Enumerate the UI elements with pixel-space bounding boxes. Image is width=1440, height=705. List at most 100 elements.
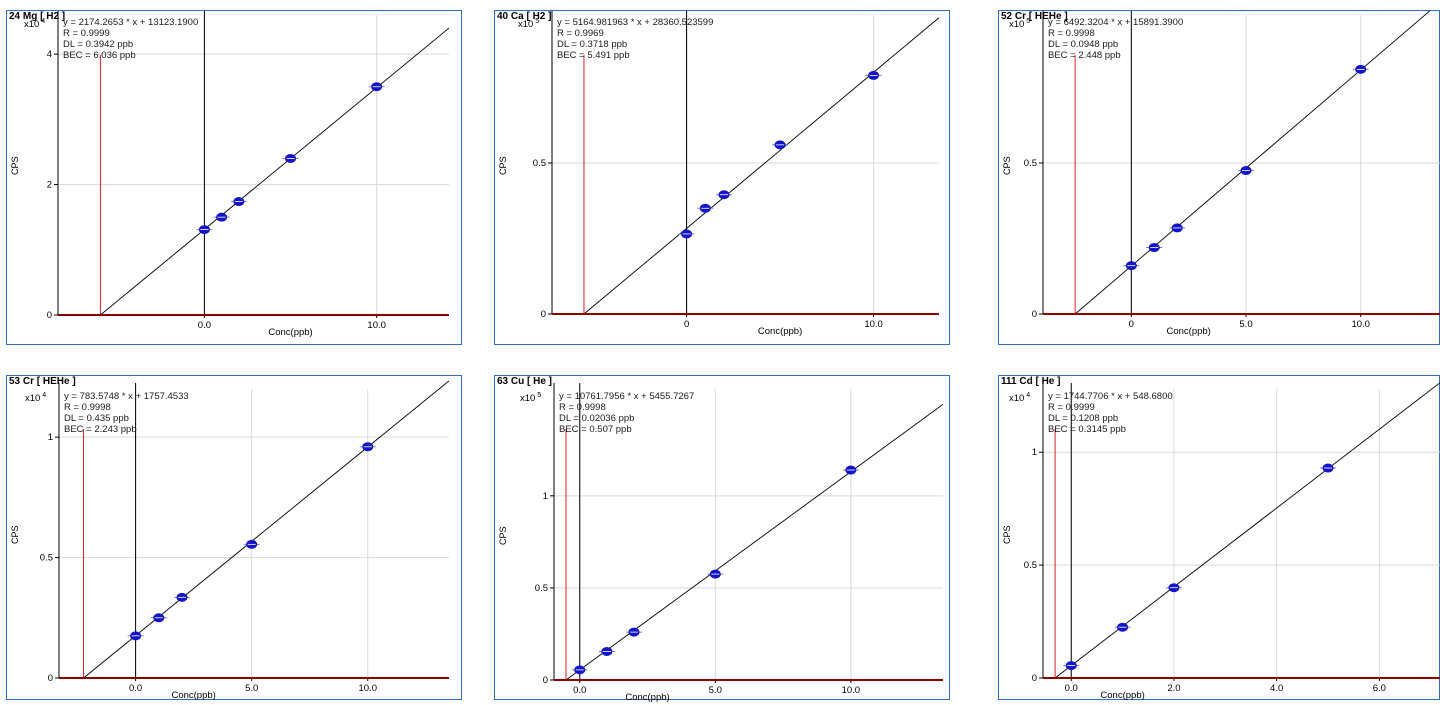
- r-value: R = 0.9999: [1048, 402, 1095, 413]
- x-axis-label: Conc(ppb): [171, 690, 216, 701]
- axis-multiplier: x10 5: [1009, 18, 1030, 30]
- chart-title: 53 Cr [ HEHe ]: [9, 376, 76, 387]
- chart-title: 63 Cu [ He ]: [497, 376, 553, 387]
- bec-value: BEC = 2.243 ppb: [64, 424, 137, 435]
- detection-limit: DL = 0.3718 ppb: [557, 39, 628, 50]
- equation-text: y = 1744.7706 * x + 548.6800: [1048, 391, 1173, 402]
- calibration-panel: 0 2 4 0.0 10.0 24 Mg [ H2 ] x10 4 y = 2174.2653…: [6, 10, 462, 345]
- y-axis-label: CPS: [10, 524, 20, 544]
- multiplier-base: x10: [1009, 393, 1025, 404]
- y-tick-label: 0: [543, 675, 548, 686]
- x-tick-label: 0: [1129, 319, 1134, 330]
- x-tick-label: 4.0: [1270, 683, 1283, 694]
- equation-text: y = 5164.981963 * x + 28360.523599: [557, 17, 714, 28]
- chart-svg: 0 2 4 0.0 10.0: [47, 11, 449, 331]
- x-tick-label: 5.0: [709, 685, 722, 696]
- multiplier-exponent: 4: [39, 18, 46, 25]
- multiplier-base: x10: [1009, 19, 1025, 30]
- chart-svg: 0 0.5 1 0.0 2.0 4.0 6.0: [1024, 382, 1440, 694]
- y-tick-label: 0.5: [533, 158, 546, 169]
- regression-line: [583, 17, 939, 314]
- regression-line: [100, 27, 449, 315]
- x-tick-label: 10.0: [359, 683, 378, 694]
- axis-multiplier: x10 4: [1009, 392, 1030, 404]
- y-tick-label: 0: [541, 309, 546, 320]
- calibration-panel: 0 0.5 1 0.0 2.0 4.0 6.0 111 Cd [ He ] x10 4 y = 1…: [998, 375, 1440, 701]
- chart-svg: 0 0.5 0 10.0: [533, 11, 939, 330]
- bec-value: BEC = 5.491 ppb: [557, 50, 630, 61]
- regression-line: [1074, 11, 1431, 314]
- x-tick-label: 10.0: [1351, 319, 1370, 330]
- multiplier-base: x10: [518, 19, 534, 30]
- x-axis-label: Conc(ppb): [625, 692, 670, 703]
- r-value: R = 0.9998: [64, 402, 111, 413]
- y-tick-label: 0.5: [1024, 560, 1037, 571]
- bec-value: BEC = 6.036 ppb: [63, 50, 136, 61]
- y-axis-label: CPS: [10, 156, 20, 175]
- y-axis-label: CPS: [1002, 155, 1012, 175]
- x-tick-label: 10.0: [367, 320, 386, 331]
- y-tick-label: 4: [47, 49, 52, 60]
- r-value: R = 0.9969: [557, 28, 604, 39]
- multiplier-base: x10: [520, 393, 536, 404]
- chart-title: 111 Cd [ He ]: [1001, 376, 1061, 387]
- y-tick-label: 1: [48, 432, 53, 443]
- x-tick-label: 10.0: [842, 685, 861, 696]
- chart-svg: 00.510.0 5.0 10.0: [40, 380, 449, 694]
- axis-multiplier: x10 4: [24, 18, 45, 30]
- axis-multiplier: x10 5: [520, 392, 541, 404]
- x-tick-label: 5.0: [1239, 319, 1252, 330]
- y-axis-label: CPS: [1002, 524, 1012, 544]
- multiplier-exponent: 5: [1024, 18, 1031, 25]
- x-tick-label: 6.0: [1373, 683, 1386, 694]
- x-axis-label: Conc(ppb): [268, 327, 313, 338]
- detection-limit: DL = 0.02036 ppb: [559, 413, 635, 424]
- multiplier-exponent: 5: [535, 392, 542, 399]
- multiplier-exponent: 5: [533, 18, 540, 25]
- y-tick-label: 1: [543, 491, 548, 502]
- y-tick-label: 0: [47, 310, 52, 321]
- equation-text: y = 783.5748 * x + 1757.4533: [64, 391, 189, 402]
- y-axis-label: CPS: [498, 525, 508, 545]
- regression-line: [83, 380, 449, 678]
- y-tick-label: 0.5: [535, 583, 548, 594]
- x-tick-label: 0.0: [198, 320, 211, 331]
- bec-value: BEC = 2.448 ppb: [1048, 50, 1121, 61]
- r-value: R = 0.9999: [63, 28, 110, 39]
- multiplier-exponent: 4: [40, 392, 47, 399]
- multiplier-base: x10: [24, 19, 40, 30]
- y-tick-label: 0.5: [1024, 158, 1037, 169]
- calibration-panel: 0 0.5 0 5.0 10.0 52 Cr [ HEHe ] x10 5 y = 6492.…: [998, 10, 1440, 345]
- calibration-panel: 0 0.5 0 10.0 40 Ca [ H2 ] x10 5 y = 5164.98196…: [494, 10, 950, 345]
- x-tick-label: 2.0: [1167, 683, 1180, 694]
- axis-multiplier: x10 4: [25, 392, 46, 404]
- x-tick-label: 10.0: [864, 319, 883, 330]
- chart-title: 52 Cr [ HEHe ]: [1001, 11, 1068, 22]
- y-tick-label: 0: [1032, 309, 1037, 320]
- x-tick-label: 0.0: [129, 683, 142, 694]
- x-tick-label: 0.0: [573, 685, 586, 696]
- equation-text: y = 10761.7956 * x + 5455.7267: [559, 391, 695, 402]
- detection-limit: DL = 0.435 ppb: [64, 413, 129, 424]
- chart-svg: 0 0.5 0 5.0 10.0: [1024, 11, 1440, 330]
- y-axis-label: CPS: [498, 155, 508, 175]
- x-axis-label: Conc(ppb): [1166, 326, 1211, 337]
- chart-title: 24 Mg [ H2 ]: [9, 11, 66, 22]
- equation-text: y = 2174.2653 * x + 13123.1900: [63, 17, 199, 28]
- equation-text: y = 6492.3204 * x + 15891.3900: [1048, 17, 1184, 28]
- r-value: R = 0.9998: [559, 402, 606, 413]
- x-tick-label: 0.0: [1065, 683, 1078, 694]
- y-tick-label: 2: [47, 180, 52, 191]
- detection-limit: DL = 0.3942 ppb: [63, 39, 134, 50]
- bec-value: BEC = 0.3145 ppb: [1048, 424, 1126, 435]
- regression-line: [565, 403, 943, 680]
- y-tick-label: 0: [1032, 673, 1037, 684]
- chart-title: 40 Ca [ H2 ]: [497, 11, 552, 22]
- detection-limit: DL = 0.0948 ppb: [1048, 39, 1119, 50]
- chart-svg: 00.510.0 5.0 10.0: [535, 383, 943, 696]
- y-tick-label: 0.5: [40, 553, 53, 564]
- detection-limit: DL = 0.1208 ppb: [1048, 413, 1119, 424]
- bec-value: BEC = 0.507 ppb: [559, 424, 632, 435]
- axis-multiplier: x10 5: [518, 18, 539, 30]
